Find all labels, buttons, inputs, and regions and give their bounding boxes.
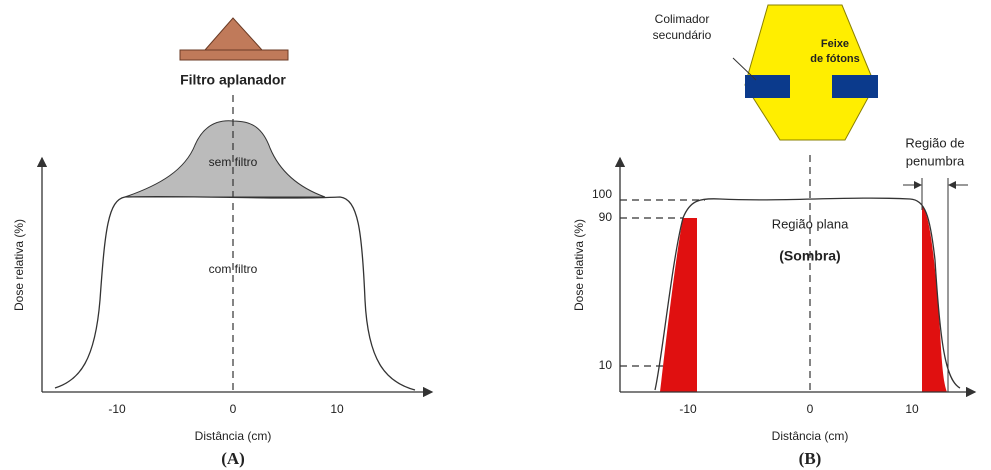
- collimator-left: [745, 75, 790, 98]
- x-axis-label: Distância (cm): [772, 429, 849, 443]
- with-filter-label: com filtro: [209, 262, 258, 276]
- x-tick-label: 0: [230, 402, 237, 416]
- penumbra-label: penumbra: [906, 153, 965, 168]
- filter-base: [179, 49, 289, 61]
- profile-curve: [654, 197, 961, 391]
- caption: (B): [799, 449, 822, 468]
- flat-label: Região plana: [772, 216, 849, 231]
- profile-curve: [54, 195, 416, 391]
- collimator-label: Colimador: [655, 12, 710, 26]
- panel-b: Colimador secundário Feixe de fótons Reg…: [572, 4, 977, 468]
- y-axis-label: Dose relativa (%): [12, 219, 26, 311]
- photon-beam: [744, 4, 876, 141]
- caption: (A): [221, 449, 245, 468]
- collimator-label: secundário: [653, 28, 712, 42]
- x-axis-label: Distância (cm): [195, 429, 272, 443]
- penumbra-label: Região de: [905, 135, 964, 150]
- x-tick-label: -10: [679, 402, 697, 416]
- x-tick-label: -10: [108, 402, 126, 416]
- x-tick-label: 10: [330, 402, 344, 416]
- beam-label: Feixe: [821, 38, 849, 50]
- filter-shape: [203, 17, 264, 51]
- no-filter-label: sem filtro: [209, 155, 258, 169]
- y-tick-label: 90: [599, 210, 613, 224]
- y-axis-label: Dose relativa (%): [572, 219, 586, 311]
- collimator-pointer: [732, 57, 757, 81]
- collimator-right: [832, 75, 878, 98]
- penumbra-right: [922, 205, 947, 392]
- x-tick-label: 10: [905, 402, 919, 416]
- x-tick-label: 0: [807, 402, 814, 416]
- filter-label: Filtro aplanador: [180, 72, 286, 88]
- y-tick-label: 10: [599, 358, 613, 372]
- beam-label: de fótons: [810, 53, 860, 65]
- panel-a: Filtro aplanador sem filtro com filtro D…: [12, 17, 434, 468]
- shadow-label: (Sombra): [779, 248, 840, 264]
- y-tick-label: 100: [592, 187, 612, 201]
- penumbra-left: [660, 218, 697, 392]
